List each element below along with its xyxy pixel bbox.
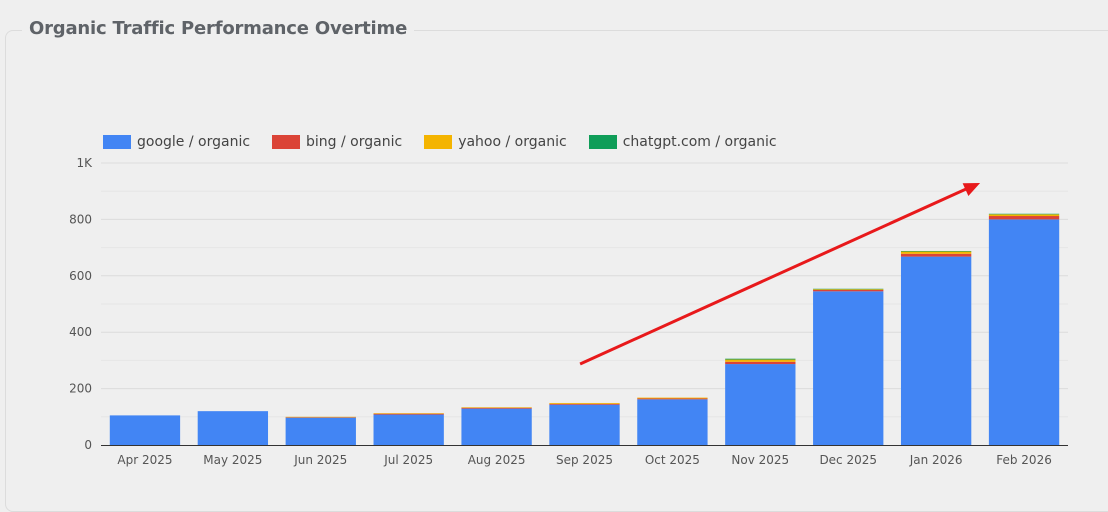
- bar-segment: [549, 402, 620, 404]
- y-axis: 0 200 400 600 800 1K: [69, 156, 93, 452]
- legend-swatch-yahoo: [424, 135, 453, 149]
- legend-item-google[interactable]: google / organic: [103, 134, 250, 150]
- chart-legend: google / organic bing / organic yahoo / …: [103, 133, 799, 151]
- bar-segment: [813, 289, 884, 292]
- x-tick-label: Jun 2025: [293, 453, 347, 467]
- bar-segment: [988, 213, 1060, 215]
- bar-segment: [813, 289, 884, 290]
- chart-title: Organic Traffic Performance Overtime: [22, 18, 415, 39]
- x-tick-label: Apr 2025: [117, 453, 172, 467]
- bar-segment: [988, 216, 1060, 220]
- legend-swatch-bing: [272, 135, 301, 149]
- bar-segment: [461, 407, 532, 409]
- x-tick-label: Dec 2025: [819, 453, 877, 467]
- bar-segment: [109, 415, 181, 445]
- bar-segment: [373, 413, 444, 415]
- bar-segment: [725, 364, 796, 445]
- legend-label-google: google / organic: [137, 134, 251, 150]
- bar-segment: [725, 358, 796, 360]
- x-tick-label: May 2025: [203, 453, 262, 467]
- x-tick-label: Oct 2025: [645, 453, 700, 467]
- bar-segment: [725, 359, 796, 362]
- legend-item-chatgpt[interactable]: chatgpt.com / organic: [588, 134, 777, 150]
- bar-segment: [461, 408, 532, 445]
- y-tick-label: 600: [69, 269, 92, 283]
- bar-segment: [900, 250, 972, 252]
- trend-annotation: [579, 183, 981, 366]
- bar-segment: [900, 251, 972, 254]
- legend-label-chatgpt: chatgpt.com / organic: [622, 134, 777, 150]
- y-tick-label: 400: [69, 325, 92, 339]
- x-axis: Apr 2025 May 2025 Jun 2025 Jul 2025 Aug 2025…: [101, 445, 1068, 467]
- x-tick-label: Aug 2025: [468, 453, 526, 467]
- legend-item-yahoo[interactable]: yahoo / organic: [424, 134, 567, 150]
- y-tick-label: 200: [69, 382, 92, 396]
- x-tick-label: Jul 2025: [383, 453, 433, 467]
- bar-segment: [549, 403, 620, 405]
- legend-label-yahoo: yahoo / organic: [458, 134, 567, 150]
- bar-segment: [988, 219, 1060, 445]
- bars: [109, 213, 1060, 445]
- bar-segment: [549, 404, 620, 445]
- y-tick-label: 800: [69, 212, 92, 226]
- legend-swatch-google: [103, 135, 131, 149]
- trend-arrow-line: [579, 187, 967, 366]
- bar-segment: [373, 413, 444, 414]
- x-tick-label: Jan 2026: [909, 453, 963, 467]
- trend-arrow-head: [962, 183, 981, 196]
- bar-segment: [725, 361, 796, 365]
- bar-segment: [461, 407, 532, 408]
- bar-segment: [285, 417, 356, 418]
- bar-segment: [813, 288, 884, 290]
- bar-segment: [197, 411, 269, 445]
- legend-item-bing[interactable]: bing / organic: [272, 134, 402, 150]
- bar-chart: 0 200 400 600 800 1K Apr 2025 May 2025 Jun 2025…: [69, 156, 1068, 467]
- legend-label-bing: bing / organic: [306, 134, 403, 150]
- bar-segment: [637, 397, 708, 399]
- bar-segment: [637, 398, 708, 400]
- legend-swatch-chatgpt: [588, 135, 617, 149]
- bar-segment: [900, 256, 972, 445]
- bar-segment: [285, 416, 356, 418]
- y-tick-label: 0: [84, 438, 92, 452]
- bar-segment: [988, 214, 1060, 217]
- bar-segment: [285, 417, 356, 445]
- bar-segment: [813, 291, 884, 445]
- y-tick-label: 1K: [76, 156, 93, 170]
- bar-segment: [373, 414, 444, 445]
- x-tick-label: Feb 2026: [996, 453, 1052, 467]
- bar-segment: [900, 253, 972, 257]
- x-tick-label: Nov 2025: [731, 453, 789, 467]
- bar-segment: [637, 399, 708, 445]
- x-tick-label: Sep 2025: [556, 453, 613, 467]
